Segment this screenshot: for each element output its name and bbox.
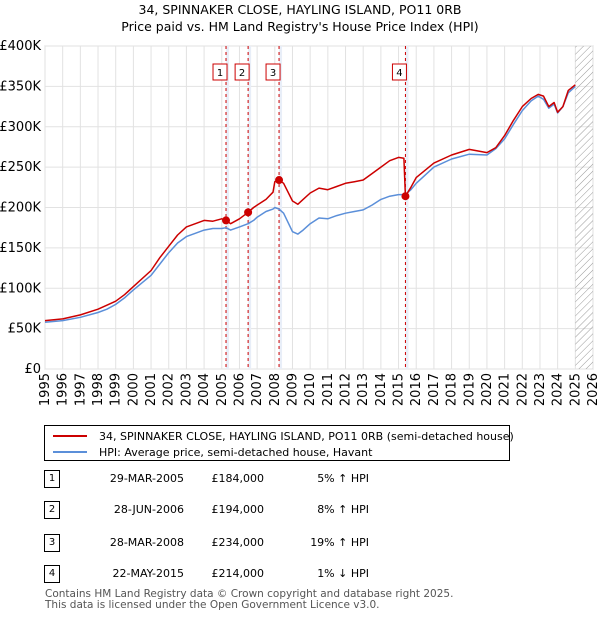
sale-band [248,46,252,369]
legend-item-hpi: HPI: Average price, semi-detached house,… [53,444,372,460]
legend-swatch-property [53,435,87,437]
legend: 34, SPINNAKER CLOSE, HAYLING ISLAND, PO1… [44,425,514,461]
sale-price: £234,000 [211,536,265,549]
x-tick-label: 2010 [303,373,318,406]
y-tick-label: £200K [0,201,41,216]
hpi-series-line [44,85,576,323]
chart-title: 34, SPINNAKER CLOSE, HAYLING ISLAND, PO1… [139,2,462,17]
x-tick-label: 2014 [374,373,389,406]
x-tick-label: 2017 [427,373,442,406]
x-tick-label: 2018 [445,373,460,406]
x-tick-label: 2025 [568,373,583,406]
x-tick-label: 1995 [38,373,53,406]
y-tick-label: £50K [8,322,42,337]
x-tick-label: 2016 [409,373,424,406]
sale-price: £184,000 [211,472,265,485]
sale-label-number: 3 [270,68,276,79]
sale-point [244,208,253,217]
sale-date: 28-MAR-2008 [109,536,184,549]
x-tick-label: 2003 [179,373,194,406]
sale-point [222,216,231,225]
x-tick-label: 2024 [551,373,566,406]
sale-date: 29-MAR-2005 [109,472,184,485]
sale-date: 22-MAY-2015 [112,567,184,580]
x-tick-label: 2009 [285,373,300,406]
sale-label-number: 1 [217,68,223,79]
x-tick-label: 2013 [356,373,371,406]
y-tick-label: £250K [0,160,41,175]
sale-price: £214,000 [211,567,265,580]
x-tick-label: 2008 [268,373,283,406]
sale-hpi-diff: 8% ↑ HPI [317,503,369,516]
legend-label-hpi: HPI: Average price, semi-detached house,… [99,445,373,459]
sale-number-badge: 4 [44,565,60,583]
property-series-line [44,84,576,322]
x-tick-label: 2021 [498,373,513,406]
table-row: 3 28-MAR-2008 £234,000 19% ↑ HPI [44,534,464,554]
footer-licence: This data is licensed under the Open Gov… [45,599,380,611]
y-tick-label: £0 [24,362,41,377]
x-tick-label: 1999 [109,373,124,406]
legend-label-property: 34, SPINNAKER CLOSE, HAYLING ISLAND, PO1… [99,429,514,443]
y-tick-label: £150K [0,241,41,256]
chart-subtitle: Price paid vs. HM Land Registry's House … [121,19,478,34]
x-tick-label: 2001 [144,373,159,406]
x-tick-label: 1997 [73,373,88,406]
sale-number-badge: 3 [44,534,60,552]
sale-label-box [234,63,250,81]
sale-label-box [265,63,281,81]
table-row: 1 29-MAR-2005 £184,000 5% ↑ HPI [44,470,464,490]
sale-point [275,176,284,185]
sale-band [226,46,230,369]
sale-label-number: 2 [239,68,245,79]
y-tick-label: £100K [0,281,41,296]
x-tick-label: 1998 [91,373,106,406]
x-tick-label: 2015 [392,373,407,406]
legend-item-property: 34, SPINNAKER CLOSE, HAYLING ISLAND, PO1… [53,428,514,444]
price-chart: 34, SPINNAKER CLOSE, HAYLING ISLAND, PO1… [0,2,600,406]
table-row: 4 22-MAY-2015 £214,000 1% ↓ HPI [44,565,464,585]
x-tick-label: 2006 [232,373,247,406]
legend-swatch-hpi [53,451,87,453]
x-tick-label: 2002 [162,373,177,406]
sale-band [405,46,409,369]
x-tick-label: 2026 [586,373,600,406]
sale-hpi-diff: 1% ↓ HPI [317,567,369,580]
sale-hpi-diff: 19% ↑ HPI [310,536,369,549]
sale-point [401,192,410,201]
sale-price: £194,000 [211,503,265,516]
sale-number-badge: 1 [44,470,60,488]
x-tick-label: 2023 [533,373,548,406]
x-tick-label: 2007 [250,373,265,406]
sale-number-badge: 2 [44,501,60,519]
x-tick-label: 2012 [339,373,354,406]
sale-label-number: 4 [396,68,402,79]
sale-date: 28-JUN-2006 [113,503,184,516]
footer-attribution: Contains HM Land Registry data © Crown c… [45,589,453,611]
x-tick-label: 2005 [215,373,230,406]
x-tick-label: 2011 [321,373,336,406]
sale-band [279,46,283,369]
y-tick-label: £350K [0,79,41,94]
x-tick-label: 2022 [515,373,530,406]
sale-label-box [212,63,228,81]
x-tick-label: 2000 [126,373,141,406]
x-tick-label: 2019 [462,373,477,406]
sale-label-box [391,63,407,81]
y-tick-label: £400K [0,39,41,54]
x-tick-label: 2004 [197,373,212,406]
footer-copyright: Contains HM Land Registry data © Crown c… [45,588,454,600]
forecast-hatch-region [575,46,593,369]
sale-hpi-diff: 5% ↑ HPI [317,472,369,485]
x-tick-label: 1996 [56,373,71,406]
x-tick-label: 2020 [480,373,495,406]
table-row: 2 28-JUN-2006 £194,000 8% ↑ HPI [44,501,464,521]
y-tick-label: £300K [0,120,41,135]
